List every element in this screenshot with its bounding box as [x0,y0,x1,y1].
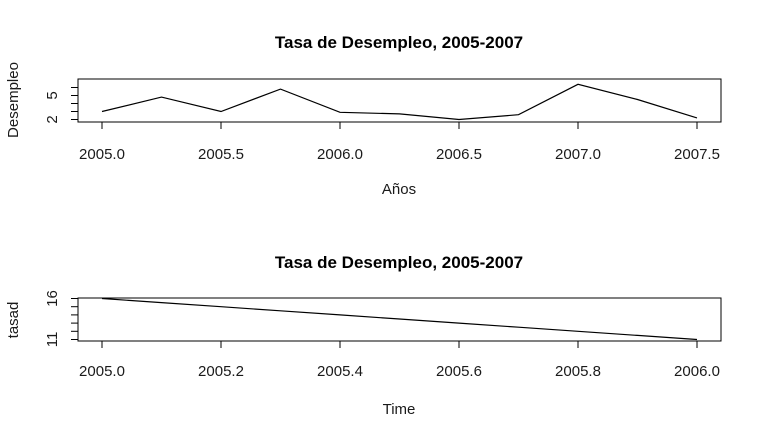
chart-1-x-tick-label: 2006.0 [317,146,363,163]
chart-2-x-tick-label: 2006.0 [674,363,720,380]
chart-2-x-tick-label: 2005.0 [79,363,125,380]
chart-2-x-tick-label: 2005.8 [555,363,601,380]
chart-2-y-label: tasad [5,302,22,339]
chart-2-x-tick-label: 2005.2 [198,363,244,380]
chart-1-y-axis: 25 [44,87,79,124]
chart-1-series-group [101,83,698,121]
chart-1-y-tick-label: 5 [44,91,61,99]
chart-panel-2: Tasa de Desempleo, 2005-2007 2005.0 2005.… [5,253,722,418]
chart-1-y-label: Desempleo [5,62,22,138]
chart-1-x-tick-label: 2005.5 [198,146,244,163]
chart-2-y-tick-label: 16 [44,290,61,307]
chart-2-y-axis: 11 16 [44,290,79,348]
chart-1-x-tick-label: 2006.5 [436,146,482,163]
chart-1-x-label: Años [382,181,416,198]
chart-1-x-tick-label: 2005.0 [79,146,125,163]
chart-1-series-line [101,83,698,121]
chart-1-title: Tasa de Desempleo, 2005-2007 [275,33,523,52]
chart-2-y-tick-label: 11 [44,332,61,348]
chart-panel-1: Tasa de Desempleo, 2005-2007 2005.0 2005.… [5,33,722,198]
chart-2-series-line [101,297,698,341]
chart-2-x-tick-label: 2005.6 [436,363,482,380]
chart-1-x-axis: 2005.0 2005.5 2006.0 2006.5 2007.0 2007.5 [79,121,720,163]
chart-2-series-group [101,297,698,341]
chart-2-title: Tasa de Desempleo, 2005-2007 [275,253,523,272]
chart-2-x-axis: 2005.0 2005.2 2005.4 2005.6 2005.8 2006.0 [79,340,720,380]
chart-1-x-tick-label: 2007.5 [674,146,720,163]
chart-1-y-tick-label: 2 [44,115,61,123]
chart-2-x-tick-label: 2005.4 [317,363,363,380]
chart-2-x-label: Time [383,401,416,418]
chart-1-x-tick-label: 2007.0 [555,146,601,163]
